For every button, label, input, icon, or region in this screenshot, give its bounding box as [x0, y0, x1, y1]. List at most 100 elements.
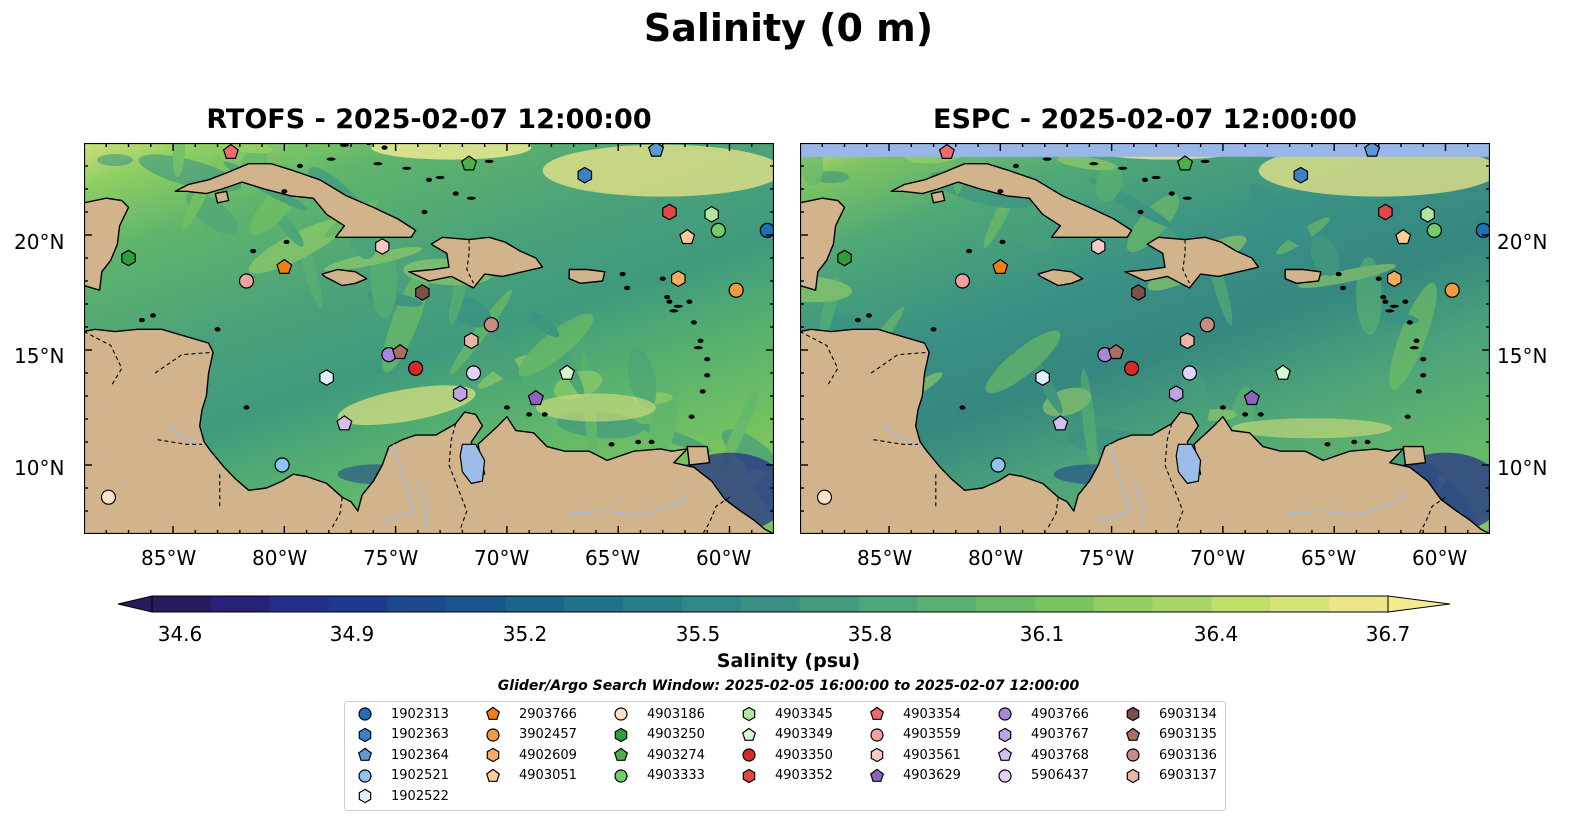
small-island	[526, 412, 533, 417]
legend-marker-circle-icon	[742, 748, 756, 762]
bahamas-island	[1089, 162, 1099, 166]
float-marker-4903250	[837, 249, 852, 267]
legend-marker-circle-icon	[1126, 748, 1140, 762]
small-island	[503, 405, 510, 410]
colorbar-segment	[1093, 596, 1154, 612]
float-marker-6903134	[1131, 284, 1146, 301]
legend-item-4903354: 4903354	[869, 704, 961, 724]
bahamas-island	[673, 304, 683, 308]
lon-label-espc-60: 60°W	[1412, 546, 1468, 570]
land-puerto-rico	[568, 268, 606, 285]
legend-marker-pentagon-icon	[869, 706, 885, 720]
small-island	[452, 191, 459, 196]
float-marker-4903350	[408, 360, 424, 376]
bahamas-island	[693, 346, 703, 350]
float-marker-4903274	[460, 155, 478, 171]
bahamas-island	[1042, 157, 1052, 161]
colorbar-segment	[1152, 596, 1213, 612]
float-marker-6903137	[464, 332, 479, 350]
colorbar-segment	[1270, 596, 1330, 612]
border-5	[1164, 423, 1184, 530]
small-island	[624, 285, 631, 291]
colorbar-segment	[564, 596, 624, 612]
panel-title-espc: ESPC - 2025-02-07 12:00:00	[933, 104, 1357, 135]
small-island	[966, 248, 973, 254]
colorbar-tick-0: 34.6	[157, 622, 203, 646]
land-cuba	[890, 163, 1133, 239]
legend-marker-circle-icon	[998, 769, 1012, 783]
small-island	[1242, 412, 1249, 417]
legend-marker-hexagon-icon	[614, 727, 628, 742]
float-marker-6903135	[391, 343, 409, 360]
float-marker-4903333	[710, 222, 726, 239]
lake-maracaibo	[1175, 443, 1202, 485]
lat-label-left-10: 10°N	[14, 456, 65, 480]
colorbar-extend-low	[117, 595, 153, 613]
small-island	[1420, 357, 1427, 362]
colorbar-segment	[328, 596, 389, 612]
small-island	[1012, 163, 1019, 169]
legend-label: 1902363	[391, 727, 449, 743]
float-marker-4903349	[1274, 364, 1292, 380]
lon-label-espc-70: 70°W	[1190, 546, 1246, 570]
small-island	[1219, 405, 1226, 410]
float-marker-4903345	[704, 205, 719, 223]
legend-item-4903352: 4903352	[741, 766, 833, 786]
colorbar-segment	[505, 596, 565, 612]
small-island	[1380, 294, 1387, 300]
colorbar-tick-5: 36.1	[1019, 622, 1065, 646]
land-yucatan	[84, 197, 130, 291]
legend-item-5906437: 5906437	[997, 766, 1089, 786]
legend-label: 4903349	[775, 727, 833, 743]
legend-marker-circle-icon	[614, 769, 628, 783]
land-isle-of-youth	[930, 190, 946, 204]
legend-label: 4903345	[775, 706, 833, 722]
border-2	[157, 439, 202, 445]
legend-label: 4903352	[775, 768, 833, 784]
espc-no-data-band	[800, 143, 1490, 157]
float-marker-1902363	[577, 166, 593, 184]
legend-marker-hexagon-icon	[1126, 768, 1140, 784]
legend-label: 2903766	[519, 706, 577, 722]
small-island	[1351, 439, 1358, 445]
small-island	[283, 239, 290, 245]
colorbar-segment	[799, 596, 859, 612]
lon-label-rtofs-65: 65°W	[585, 546, 641, 570]
small-island	[635, 439, 642, 445]
legend-label: 4903186	[647, 706, 705, 722]
bahamas-island	[435, 175, 445, 180]
bahamas-island	[466, 196, 476, 200]
float-marker-4903333	[1426, 222, 1442, 239]
small-island	[608, 442, 615, 447]
border-5	[448, 423, 468, 530]
river-1	[1285, 492, 1406, 517]
legend-item-4903768: 4903768	[997, 745, 1089, 765]
legend-marker-pentagon-icon	[613, 747, 629, 762]
float-marker-6903137	[1180, 332, 1195, 350]
colorbar-tick-1: 34.9	[329, 622, 375, 646]
float-marker-4903186	[100, 489, 117, 505]
small-island	[1382, 299, 1389, 304]
bahamas-island	[484, 159, 494, 163]
legend-label: 4903333	[647, 768, 705, 784]
colorbar-tick-2: 35.2	[502, 622, 548, 646]
river-0	[1098, 444, 1131, 524]
border-6	[1418, 496, 1446, 534]
colorbar-segment	[976, 596, 1036, 612]
lat-label-right-20: 20°N	[1497, 230, 1548, 254]
small-island	[1364, 439, 1371, 445]
small-island	[1404, 414, 1411, 419]
legend-marker-pentagon-icon	[485, 768, 501, 782]
float-marker-2903766	[992, 258, 1009, 274]
land-jamaica	[321, 268, 368, 287]
colorbar-segment	[858, 596, 918, 612]
lon-label-rtofs-80: 80°W	[252, 546, 308, 570]
small-island	[648, 439, 655, 445]
legend-label: 4903559	[903, 727, 961, 743]
legend-marker-hexagon-icon	[1126, 706, 1140, 722]
legend-label: 4903250	[647, 727, 705, 743]
float-marker-6903136	[483, 317, 499, 333]
bahamas-island	[669, 309, 679, 313]
colorbar-segment	[622, 596, 683, 612]
legend-marker-hexagon-icon	[742, 768, 756, 784]
